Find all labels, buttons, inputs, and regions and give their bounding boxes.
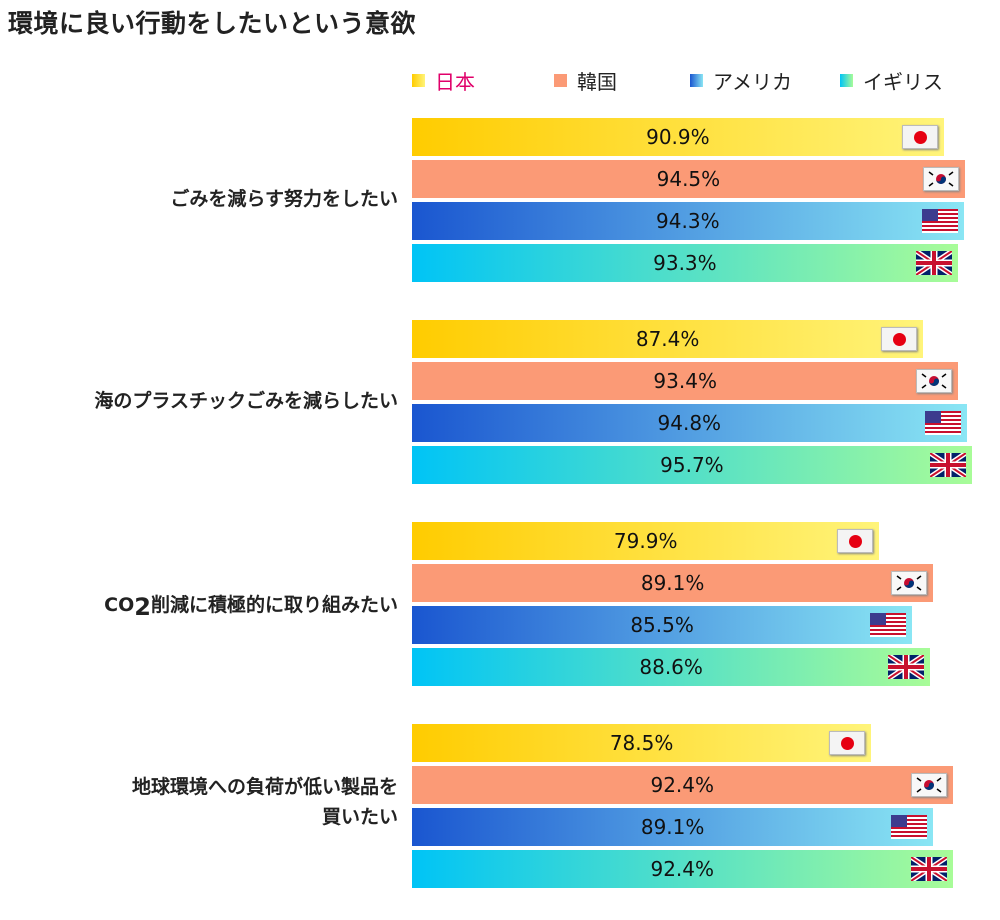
legend-item-uk: イギリス	[840, 66, 943, 95]
category-label: 海のプラスチックごみを減らしたい	[94, 390, 398, 412]
data-label: 88.6%	[639, 655, 703, 679]
legend-item-japan: 日本	[412, 66, 475, 95]
category-label: CO2削減に積極的に取り組みたい	[104, 593, 398, 621]
korea-flag-icon	[910, 773, 947, 797]
data-label: 93.4%	[653, 369, 717, 393]
bar-usa: 89.1%	[412, 808, 934, 846]
usa-flag-icon	[891, 815, 928, 839]
bar-japan: 87.4%	[412, 320, 924, 358]
japan-flag-icon	[901, 125, 938, 149]
data-label: 94.8%	[657, 411, 722, 435]
legend-label: アメリカ	[713, 70, 792, 94]
usa-flag-icon	[924, 411, 961, 435]
bar-korea: 92.4%	[412, 766, 953, 804]
korea-flag-icon	[922, 167, 959, 191]
chart-title: 環境に良い行動をしたいという意欲	[8, 9, 417, 38]
legend-item-usa: アメリカ	[690, 66, 792, 95]
bar-korea: 89.1%	[412, 564, 934, 602]
bar-japan: 78.5%	[412, 724, 872, 762]
bar-usa: 85.5%	[412, 606, 913, 644]
bar-korea: 93.4%	[412, 362, 959, 400]
data-label: 89.1%	[640, 571, 705, 595]
uk-flag-icon	[888, 655, 925, 679]
data-label: 85.5%	[630, 613, 694, 637]
bar-uk: 95.7%	[412, 446, 972, 484]
category-label: ごみを減らす努力をしたい	[170, 188, 398, 210]
japan-flag-icon	[881, 327, 918, 351]
bar-uk: 92.4%	[412, 850, 953, 888]
legend-swatch	[554, 74, 567, 87]
legend-label: イギリス	[863, 70, 943, 94]
korea-flag-icon	[891, 571, 928, 595]
data-label: 93.3%	[653, 251, 717, 275]
data-label: 92.4%	[650, 857, 715, 881]
uk-flag-icon	[929, 453, 966, 477]
data-label: 90.9%	[646, 125, 710, 149]
legend-label: 日本	[435, 70, 475, 94]
bar-japan: 79.9%	[412, 522, 880, 560]
category-label: 地球環境への負荷が低い製品を 買いたい	[131, 776, 398, 828]
japan-flag-icon	[829, 731, 866, 755]
bar-japan: 90.9%	[412, 118, 944, 156]
data-label: 92.4%	[650, 773, 715, 797]
bar-uk: 93.3%	[412, 244, 958, 282]
uk-flag-icon	[915, 251, 952, 275]
legend-swatch	[412, 74, 425, 87]
data-label: 87.4%	[635, 327, 700, 351]
legend: 日本 韓国 アメリカ イギリス	[412, 66, 992, 95]
data-label: 95.7%	[660, 453, 724, 477]
data-label: 94.3%	[656, 209, 720, 233]
legend-swatch	[690, 74, 703, 87]
data-label: 79.9%	[613, 529, 678, 553]
data-label: 78.5%	[609, 731, 674, 755]
uk-flag-icon	[910, 857, 947, 881]
usa-flag-icon	[921, 209, 958, 233]
usa-flag-icon	[870, 613, 907, 637]
legend-swatch	[840, 74, 853, 87]
data-label: 89.1%	[640, 815, 705, 839]
legend-label: 韓国	[577, 70, 617, 94]
bar-usa: 94.8%	[412, 404, 967, 442]
japan-flag-icon	[837, 529, 874, 553]
bar-uk: 88.6%	[412, 648, 931, 686]
bar-korea: 94.5%	[412, 160, 965, 198]
legend-item-korea: 韓国	[554, 66, 617, 95]
data-label: 94.5%	[656, 167, 721, 191]
korea-flag-icon	[916, 369, 953, 393]
bar-usa: 94.3%	[412, 202, 964, 240]
